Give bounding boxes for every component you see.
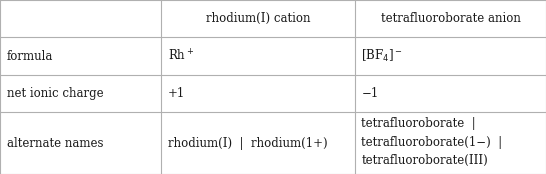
Text: formula: formula	[7, 50, 53, 63]
Text: +1: +1	[168, 87, 185, 100]
Text: tetrafluoroborate anion: tetrafluoroborate anion	[381, 12, 520, 25]
Text: tetrafluoroborate(III): tetrafluoroborate(III)	[361, 154, 488, 167]
Text: rhodium(I) cation: rhodium(I) cation	[206, 12, 310, 25]
Text: −1: −1	[361, 87, 379, 100]
Text: alternate names: alternate names	[7, 137, 103, 150]
Text: tetrafluoroborate(1−)  |: tetrafluoroborate(1−) |	[361, 136, 502, 149]
Text: net ionic charge: net ionic charge	[7, 87, 103, 100]
Text: [BF$_4$]$^-$: [BF$_4$]$^-$	[361, 48, 403, 64]
Text: tetrafluoroborate  |: tetrafluoroborate |	[361, 117, 476, 130]
Text: Rh$^+$: Rh$^+$	[168, 49, 194, 64]
Text: rhodium(I)  |  rhodium(1+): rhodium(I) | rhodium(1+)	[168, 137, 327, 150]
